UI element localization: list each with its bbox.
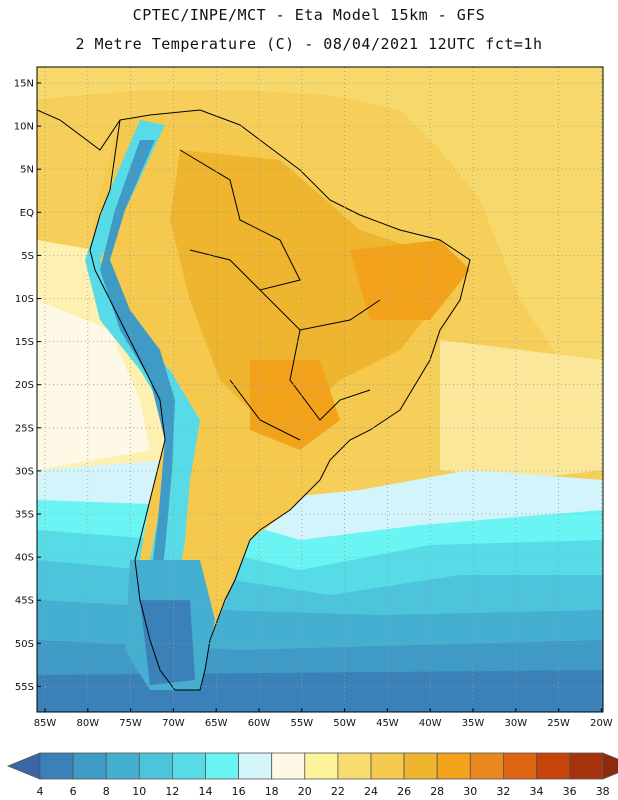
colorbar-label: 20 [298,785,312,798]
colorbar-swatch [72,752,107,780]
lat-label: 10N [14,122,34,133]
lon-label: 25W [547,718,570,729]
lon-label: 65W [205,718,228,729]
lon-label: 55W [290,718,313,729]
coastlines [37,109,471,691]
colorbar-swatch [370,752,405,780]
lat-label: 20S [15,380,34,391]
colorbar-label: 18 [265,785,279,798]
colorbar-label: 10 [132,785,146,798]
colorbar-swatch [569,752,604,780]
colorbar-label: 26 [397,785,411,798]
colorbar-label: 16 [232,785,246,798]
lat-label: EQ [20,208,34,219]
lat-label: 15N [14,79,34,90]
colorbar-swatch [39,752,74,780]
lon-label: 80W [76,718,99,729]
lat-label: 35S [15,510,34,521]
lon-label: 50W [333,718,356,729]
axis-ticks: 15N 10N 5N EQ 5S 10S 15S 20S 25S 30S 35S 40S 45S 50S 5… [14,79,613,730]
lat-label: 55S [15,682,34,693]
colorbar-label: 32 [496,785,510,798]
colorbar-label: 34 [530,785,544,798]
lat-label: 30S [15,466,34,477]
colorbar-label: 30 [463,785,477,798]
colorbar-label: 14 [199,785,213,798]
colorbar-swatch [536,752,570,780]
colorbar-label: 22 [331,785,345,798]
colorbar-label: 38 [596,785,610,798]
lat-label: 10S [15,294,34,305]
colorbar-label: 36 [563,785,577,798]
colorbar-swatch [271,752,306,780]
colorbar-label: 28 [430,785,444,798]
lon-label: 45W [376,718,399,729]
lon-label: 30W [504,718,527,729]
colorbar-swatch [403,752,438,780]
lon-label: 20W [590,718,613,729]
colorbar-swatch [105,752,140,780]
title-line-1: CPTEC/INPE/MCT - Eta Model 15km - GFS [132,6,486,24]
colorbar-label: 8 [103,785,110,798]
colorbar-swatch [205,752,239,780]
lon-label: 75W [119,718,142,729]
lat-label: 25S [15,423,34,434]
temperature-field [37,67,603,712]
lat-label: 15S [15,337,34,348]
lon-label: 85W [34,718,57,729]
colorbar-swatch [436,752,471,780]
lat-label: 45S [15,596,34,607]
lon-label: 35W [462,718,485,729]
colorbar-swatch [469,752,504,780]
lat-label: 50S [15,639,34,650]
map-frame [36,66,604,713]
colorbar-arrow-high [602,752,618,780]
colorbar-swatch [238,752,273,780]
colorbar-label: 4 [37,785,44,798]
lon-label: 70W [162,718,185,729]
lat-label: 5S [21,251,34,262]
colorbar-swatch [138,752,173,780]
colorbar-label: 6 [70,785,77,798]
lat-label: 5N [20,165,34,176]
lon-label: 60W [248,718,271,729]
colorbar-swatch [171,752,206,780]
title-line-2: 2 Metre Temperature (C) - 08/04/2021 12U… [75,35,543,53]
colorbar: 4 6 8 10 12 14 16 18 20 22 24 26 28 30 32 34 36 38 [6,752,618,798]
colorbar-label: 12 [165,785,179,798]
colorbar-swatch [304,752,339,780]
lat-label: 40S [15,553,34,564]
colorbar-arrow-low [6,752,41,780]
colorbar-swatch [502,752,537,780]
colorbar-swatch [337,752,372,780]
colorbar-label: 24 [364,785,378,798]
lon-label: 40W [419,718,442,729]
